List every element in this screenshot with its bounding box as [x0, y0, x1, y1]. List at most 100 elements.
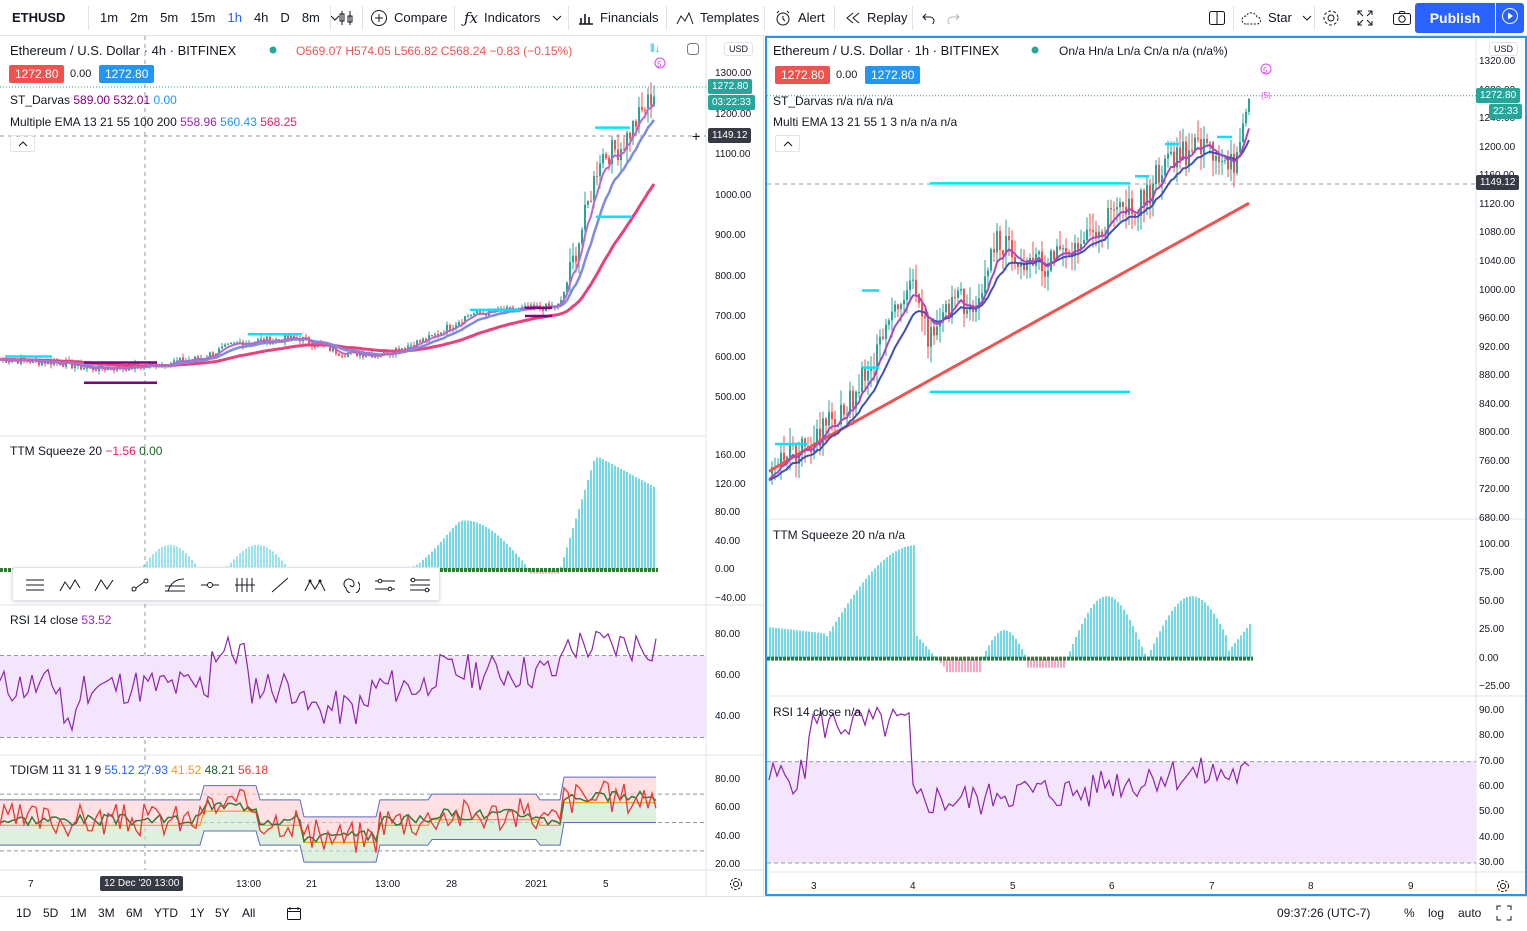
goto-date-button[interactable] — [286, 906, 302, 923]
symbol-search[interactable]: ETHUSD — [12, 10, 66, 25]
rsi-legend[interactable]: RSI 14 close n/a — [773, 705, 862, 719]
candle-body — [1218, 155, 1220, 163]
bid-price[interactable]: 1272.80 — [775, 66, 831, 84]
currency-label[interactable]: USD — [724, 42, 754, 56]
candle-body — [819, 428, 821, 447]
range-1y[interactable]: 1Y — [190, 906, 205, 920]
candle-body — [1089, 229, 1091, 231]
currency-label[interactable]: USD — [1489, 42, 1519, 56]
left-price-tick: 1100.00 — [715, 149, 751, 160]
right-chart-pane[interactable]: 5 (5) Ethereum / U.S. Dollar · 1h · BITFI… — [765, 36, 1527, 896]
candle-body — [993, 249, 995, 253]
candle-body — [434, 334, 436, 336]
trend-line-tool[interactable] — [128, 574, 152, 596]
snapshot-button[interactable] — [1392, 0, 1412, 35]
interval-4h[interactable]: 4h — [253, 10, 269, 25]
darvas-legend[interactable]: ST_Darvas 589.00 532.01 0.00 — [10, 93, 177, 107]
range-5d[interactable]: 5D — [43, 906, 59, 920]
financials-button[interactable]: Financials — [578, 0, 659, 35]
ask-price[interactable]: 1272.80 — [865, 66, 921, 84]
bid-price[interactable]: 1272.80 — [9, 65, 65, 83]
candle-body — [966, 310, 968, 314]
financials-label: Financials — [600, 10, 659, 25]
indicators-button[interactable]: ƒx Indicators — [464, 0, 562, 35]
add-plus-icon[interactable]: + — [692, 128, 701, 144]
templates-button[interactable]: Templates — [676, 0, 759, 35]
candles-icon — [338, 9, 354, 27]
layout-button[interactable] — [1208, 0, 1226, 35]
ttm-legend[interactable]: TTM Squeeze 20 n/a n/a — [773, 528, 906, 542]
range-1m[interactable]: 1M — [70, 906, 87, 920]
right-ttm-tick: 25.00 — [1479, 624, 1505, 636]
candle-body — [840, 404, 842, 425]
parallel-channel-tool[interactable] — [373, 574, 397, 596]
candle-body — [464, 316, 466, 323]
tdi-legend[interactable]: TDIGM 11 31 1 9 55.12 27.93 41.52 48.21 … — [10, 763, 269, 777]
replay-button[interactable]: Replay — [845, 0, 907, 35]
right-axis-settings[interactable] — [1496, 879, 1510, 896]
interval-1m[interactable]: 1m — [100, 10, 119, 25]
maximize-icon[interactable] — [686, 42, 700, 59]
head-shoulders-tool[interactable] — [303, 574, 327, 596]
range-6m[interactable]: 6M — [126, 906, 143, 920]
publish-button[interactable]: Publish — [1415, 3, 1495, 33]
auto-toggle[interactable]: auto — [1458, 906, 1482, 920]
left-chart-pane[interactable]: 5 Ethereum / U.S. Dollar · 4h · BITFINEX… — [0, 36, 764, 896]
clock[interactable]: 09:37:26 (UTC-7) — [1277, 906, 1371, 920]
pause-icon[interactable]: ⦀↓ — [650, 43, 661, 55]
ema-legend[interactable]: Multiple EMA 13 21 55 100 200 558.96 560… — [10, 115, 297, 129]
gann-box-tool[interactable] — [408, 574, 432, 596]
star-button[interactable]: Star — [1241, 0, 1312, 35]
ask-price[interactable]: 1272.80 — [99, 65, 155, 83]
alert-button[interactable]: Alert — [774, 0, 825, 35]
candle-body — [1014, 257, 1016, 263]
undo-button[interactable] — [921, 0, 937, 35]
collapse-legend-button[interactable] — [775, 135, 800, 152]
ttm-legend[interactable]: TTM Squeeze 20 −1.56 0.00 — [10, 444, 163, 458]
range-ytd[interactable]: YTD — [154, 906, 178, 920]
chart-type-button[interactable] — [338, 0, 354, 35]
candle-body — [473, 313, 475, 315]
abcd-pattern-tool[interactable] — [93, 574, 117, 596]
range-5y[interactable]: 5Y — [215, 906, 230, 920]
log-toggle[interactable]: log — [1428, 906, 1445, 920]
darvas-legend[interactable]: ST_Darvas n/a n/a n/a — [773, 94, 894, 108]
fib-retracement-tool[interactable] — [23, 574, 47, 596]
chevron-down-icon[interactable] — [326, 15, 344, 21]
range-3m[interactable]: 3M — [98, 906, 115, 920]
percent-toggle[interactable]: % — [1404, 906, 1415, 920]
fullscreen-button[interactable] — [1357, 0, 1373, 35]
left-chart-canvas[interactable]: 5 — [0, 36, 764, 896]
candle-body — [1119, 201, 1121, 208]
candle-body — [831, 412, 833, 420]
price-range-tool[interactable] — [233, 574, 257, 596]
fullscreen-pane-button[interactable] — [1496, 905, 1512, 924]
left-axis-settings[interactable] — [729, 877, 743, 894]
interval-1h[interactable]: 1h — [227, 10, 242, 25]
horizontal-ray-tool[interactable] — [198, 574, 222, 596]
rsi-legend[interactable]: RSI 14 close 53.52 — [10, 613, 112, 627]
ema-legend[interactable]: Multi EMA 13 21 55 1 3 n/a n/a n/a — [773, 115, 958, 129]
settings-button[interactable] — [1322, 0, 1340, 35]
interval-2m[interactable]: 2m — [130, 10, 149, 25]
candle-body — [593, 176, 595, 201]
interval-5m[interactable]: 5m — [160, 10, 179, 25]
publish-play-button[interactable] — [1496, 3, 1524, 33]
candle-body — [446, 324, 448, 334]
interval-8m[interactable]: 8m — [301, 10, 320, 25]
interval-15m[interactable]: 15m — [190, 10, 216, 25]
right-price-tick: 920.00 — [1479, 341, 1510, 353]
range-all[interactable]: All — [242, 906, 256, 920]
range-1d[interactable]: 1D — [16, 906, 32, 920]
pitchfork-tool[interactable] — [163, 574, 187, 596]
right-chart-canvas[interactable]: 5 (5) — [767, 38, 1525, 894]
interval-d[interactable]: D — [280, 10, 290, 25]
candle-body — [650, 94, 652, 106]
redo-button[interactable] — [945, 0, 961, 35]
candle-body — [62, 365, 64, 367]
fib-spiral-tool[interactable] — [338, 574, 362, 596]
collapse-legend-button[interactable] — [10, 135, 35, 152]
xabcd-pattern-tool[interactable] — [58, 574, 82, 596]
compare-button[interactable]: Compare — [370, 0, 447, 35]
ray-tool[interactable] — [268, 574, 292, 596]
